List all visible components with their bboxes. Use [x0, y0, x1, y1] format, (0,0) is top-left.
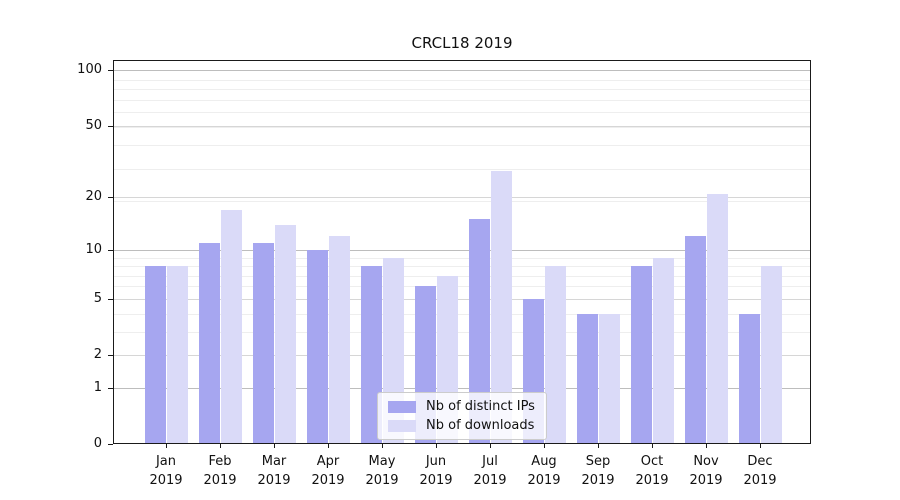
bar-downloads-oct — [652, 257, 674, 443]
y-tick-mark — [108, 387, 113, 389]
x-tick-mark — [760, 444, 761, 448]
y-tick-label: 50 — [85, 117, 102, 133]
y-mid-gridline — [114, 197, 810, 199]
legend: Nb of distinct IPs Nb of downloads — [377, 392, 547, 440]
x-tick-mark — [598, 444, 599, 448]
y-tick-label: 0 — [93, 436, 102, 451]
y-tick-mark — [108, 355, 113, 357]
bar-distinct-ips-jan — [144, 266, 166, 443]
y-tick-label: 100 — [77, 62, 102, 78]
x-tick-label: Jun 2019 — [419, 454, 453, 488]
bar-downloads-nov — [706, 193, 728, 443]
bar-distinct-ips-oct — [630, 266, 652, 443]
y-major-gridline — [114, 387, 810, 389]
bar-downloads-jan — [166, 266, 188, 443]
y-tick-mark — [108, 444, 113, 445]
y-tick-mark — [108, 197, 113, 199]
x-tick-label: May 2019 — [365, 454, 399, 488]
legend-swatch-distinct-ips — [388, 400, 416, 413]
y-minor-gridline — [114, 275, 810, 277]
x-tick-mark — [382, 444, 383, 448]
y-mid-gridline — [114, 125, 810, 127]
bar-distinct-ips-feb — [198, 242, 220, 443]
chart-title: CRCL18 2019 — [411, 34, 513, 52]
bar-distinct-ips-nov — [684, 236, 706, 443]
x-tick-label: Mar 2019 — [257, 454, 291, 488]
y-tick-mark — [108, 125, 113, 127]
x-tick-mark — [166, 444, 167, 448]
y-minor-gridline — [114, 145, 810, 147]
bar-downloads-dec — [760, 266, 782, 443]
bar-downloads-sep — [598, 313, 620, 443]
y-minor-gridline — [114, 112, 810, 114]
y-minor-gridline — [114, 127, 810, 129]
y-major-gridline — [114, 249, 810, 251]
legend-label-downloads: Nb of downloads — [426, 418, 535, 433]
x-tick-mark — [220, 444, 221, 448]
bar-distinct-ips-apr — [306, 249, 328, 443]
y-minor-gridline — [114, 79, 810, 81]
bar-downloads-mar — [274, 224, 296, 443]
plot-area — [113, 60, 811, 444]
legend-label-distinct-ips: Nb of distinct IPs — [426, 399, 535, 414]
y-minor-gridline — [114, 313, 810, 315]
y-tick-mark — [108, 70, 113, 72]
y-tick-label: 2 — [93, 347, 102, 363]
y-minor-gridline — [114, 201, 810, 203]
legend-swatch-downloads — [388, 419, 416, 432]
y-minor-gridline — [114, 331, 810, 333]
x-tick-mark — [544, 444, 545, 448]
y-tick-label: 20 — [85, 189, 102, 205]
x-tick-label: Oct 2019 — [635, 454, 669, 488]
y-tick-mark — [108, 298, 113, 300]
x-tick-label: Jan 2019 — [149, 454, 183, 488]
bar-downloads-apr — [328, 236, 350, 443]
y-minor-gridline — [114, 99, 810, 101]
x-tick-mark — [490, 444, 491, 448]
x-tick-label: Sep 2019 — [581, 454, 615, 488]
x-tick-label: Aug 2019 — [527, 454, 561, 488]
x-tick-mark — [328, 444, 329, 448]
bar-distinct-ips-dec — [738, 313, 760, 443]
x-tick-mark — [274, 444, 275, 448]
y-minor-gridline — [114, 168, 810, 170]
x-tick-mark — [706, 444, 707, 448]
y-tick-label: 5 — [93, 290, 102, 306]
y-minor-gridline — [114, 266, 810, 268]
bar-downloads-feb — [220, 209, 242, 443]
y-minor-gridline — [114, 89, 810, 91]
y-minor-gridline — [114, 257, 810, 259]
y-tick-label: 1 — [93, 379, 102, 395]
legend-entry-downloads: Nb of downloads — [388, 416, 536, 435]
y-mid-gridline — [114, 298, 810, 300]
x-tick-label: Nov 2019 — [689, 454, 723, 488]
x-tick-label: Jul 2019 — [473, 454, 507, 488]
x-tick-mark — [652, 444, 653, 448]
bar-downloads-aug — [544, 266, 566, 443]
bar-distinct-ips-may — [360, 266, 382, 443]
bar-distinct-ips-jul — [468, 219, 490, 443]
bar-distinct-ips-sep — [576, 313, 598, 443]
x-tick-label: Apr 2019 — [311, 454, 345, 488]
bar-downloads-jul — [490, 171, 512, 443]
y-tick-mark — [108, 249, 113, 251]
x-tick-label: Feb 2019 — [203, 454, 237, 488]
legend-entry-distinct-ips: Nb of distinct IPs — [388, 397, 536, 416]
y-tick-label: 10 — [85, 241, 102, 257]
y-mid-gridline — [114, 355, 810, 357]
y-minor-gridline — [114, 286, 810, 288]
y-major-gridline — [114, 70, 810, 72]
x-tick-mark — [436, 444, 437, 448]
bar-distinct-ips-mar — [252, 242, 274, 443]
x-tick-label: Dec 2019 — [743, 454, 777, 488]
